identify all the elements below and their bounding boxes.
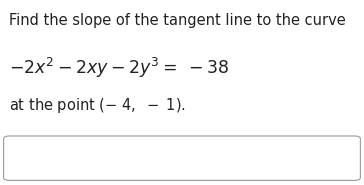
Text: at the point $(-\ 4,\  -\ 1)$.: at the point $(-\ 4,\ -\ 1)$.: [9, 96, 186, 115]
Text: Find the slope of the tangent line to the curve: Find the slope of the tangent line to th…: [9, 13, 346, 28]
Text: $-2x^2 - 2xy - 2y^3 =\  -38$: $-2x^2 - 2xy - 2y^3 =\ -38$: [9, 56, 230, 80]
FancyBboxPatch shape: [4, 136, 360, 180]
